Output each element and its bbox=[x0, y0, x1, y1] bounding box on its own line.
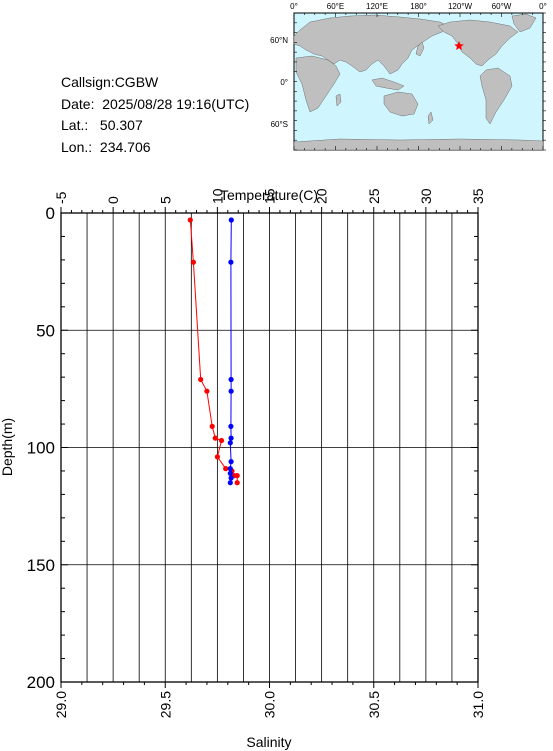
data-point bbox=[234, 473, 240, 479]
map-lat-label: 60°S bbox=[271, 120, 288, 129]
plot-series bbox=[187, 217, 240, 486]
date-text: Date: 2025/08/28 19:16(UTC) bbox=[61, 95, 250, 112]
y-axis-tick-label: 0 bbox=[46, 204, 55, 223]
bottom-axis-title: Salinity bbox=[246, 734, 291, 750]
map-lat-label: 0° bbox=[280, 78, 288, 87]
station-info: Callsign:CGBW Date: 2025/08/28 19:16(UTC… bbox=[61, 72, 249, 158]
top-axis-tick-label: 5 bbox=[157, 196, 173, 204]
map-lon-label: 120°E bbox=[366, 2, 388, 11]
data-point bbox=[228, 459, 234, 465]
data-point bbox=[204, 388, 210, 394]
longitude-text: Lon.: 234.706 bbox=[61, 138, 151, 155]
top-axis-tick-label: 0 bbox=[105, 196, 121, 204]
top-axis-tick-label: 25 bbox=[366, 188, 382, 204]
map-lon-label: 60°E bbox=[327, 2, 344, 11]
map-lon-label: 0° bbox=[290, 2, 298, 11]
data-point bbox=[223, 466, 229, 472]
data-point bbox=[214, 454, 220, 460]
data-point bbox=[198, 376, 204, 383]
data-point bbox=[228, 475, 234, 481]
bottom-axis-tick-label: 29.5 bbox=[157, 691, 173, 718]
data-point bbox=[227, 480, 233, 486]
map-lon-label: 60°W bbox=[492, 2, 512, 11]
y-axis-tick-label: 100 bbox=[27, 439, 55, 458]
plot-ticks bbox=[60, 207, 479, 688]
world-map: 0° 60°E 120°E 180° 120°W 60°W 0° 60°N 0° 60°S bbox=[270, 2, 547, 151]
data-point bbox=[187, 217, 193, 223]
data-point bbox=[227, 466, 233, 472]
data-point bbox=[228, 217, 234, 223]
bottom-axis-tick-label: 31.0 bbox=[470, 691, 486, 718]
y-axis-tick-label: 150 bbox=[27, 556, 55, 575]
data-point bbox=[218, 437, 225, 444]
plot-grid bbox=[61, 213, 478, 682]
callsign-text: Callsign:CGBW bbox=[61, 74, 159, 90]
data-point bbox=[212, 435, 218, 441]
top-axis-tick-label: 15 bbox=[262, 188, 278, 204]
bottom-axis-tick-label: 30.5 bbox=[366, 691, 382, 718]
top-axis-tick-label: 30 bbox=[418, 188, 434, 204]
top-axis-tick-label: 20 bbox=[314, 188, 330, 204]
data-point bbox=[209, 423, 215, 429]
top-axis-title: Temperature(C) bbox=[220, 187, 318, 203]
data-point bbox=[190, 259, 196, 265]
data-point bbox=[227, 470, 233, 476]
data-point bbox=[228, 435, 234, 441]
bottom-axis-tick-label: 30.0 bbox=[262, 691, 278, 718]
data-point bbox=[228, 376, 234, 383]
data-point bbox=[227, 440, 233, 446]
top-axis-tick-label: 10 bbox=[209, 188, 225, 204]
latitude-text: Lat.: 50.307 bbox=[61, 117, 143, 133]
map-lon-label: 120°W bbox=[448, 2, 473, 11]
map-lon-label: 0° bbox=[539, 2, 547, 11]
y-axis-title: Depth(m) bbox=[0, 418, 15, 476]
map-land bbox=[293, 13, 544, 151]
data-point bbox=[228, 259, 234, 265]
top-axis-tick-label: 35 bbox=[470, 188, 486, 204]
map-lat-label: 60°N bbox=[270, 36, 288, 45]
data-point bbox=[228, 388, 234, 394]
map-axes: 0° 60°E 120°E 180° 120°W 60°W 0° 60°N 0° 60°S bbox=[270, 2, 547, 151]
station-marker-icon bbox=[454, 41, 464, 50]
data-point bbox=[228, 423, 234, 429]
bottom-axis-tick-label: 29.0 bbox=[53, 691, 69, 718]
y-axis-tick-label: 200 bbox=[27, 673, 55, 692]
map-lon-label: 180° bbox=[410, 2, 427, 11]
y-axis-tick-label: 50 bbox=[36, 321, 55, 340]
top-axis-tick-label: -5 bbox=[53, 191, 69, 204]
data-point bbox=[234, 480, 240, 486]
